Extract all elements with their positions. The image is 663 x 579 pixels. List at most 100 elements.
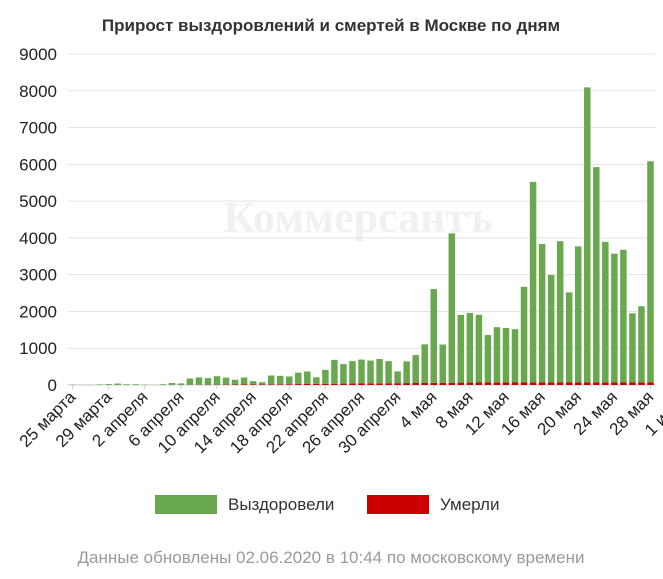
bar-recovered: [593, 167, 600, 383]
bar-recovered: [647, 161, 654, 383]
y-tick-label: 2000: [19, 302, 57, 321]
bar-died: [240, 384, 248, 385]
bar-died: [620, 382, 627, 385]
bar-died: [502, 382, 510, 385]
bar-died: [529, 382, 537, 385]
bar-recovered: [574, 246, 582, 383]
y-tick-label: 7000: [19, 119, 57, 138]
bar-recovered: [638, 306, 645, 383]
bar-died: [520, 382, 528, 385]
bar-recovered: [403, 361, 410, 384]
x-tick-label: 4 мая: [396, 387, 441, 432]
bar-recovered: [96, 384, 103, 385]
bar-died: [466, 382, 474, 385]
bar-died: [538, 382, 546, 385]
bars: [69, 87, 654, 385]
bar-recovered: [457, 314, 465, 383]
bar-died: [276, 384, 284, 385]
bar-recovered: [376, 359, 383, 384]
bar-recovered: [565, 292, 573, 383]
bar-recovered: [159, 384, 167, 385]
bar-died: [385, 383, 392, 385]
bar-died: [511, 382, 519, 385]
bar-recovered: [529, 181, 537, 383]
bar-died: [574, 382, 582, 385]
gridlines: [68, 53, 655, 386]
bar-recovered: [502, 327, 510, 383]
bar-recovered: [412, 355, 419, 384]
bar-died: [313, 383, 320, 385]
bar-died: [258, 384, 266, 385]
bar-recovered: [231, 379, 239, 385]
bar-recovered: [520, 286, 528, 383]
bar-recovered: [132, 384, 139, 385]
y-tick-label: 9000: [19, 45, 57, 64]
bar-died: [304, 383, 311, 385]
bar-died: [367, 383, 374, 385]
bar-recovered: [313, 377, 320, 384]
bar-recovered: [466, 313, 474, 383]
bar-recovered: [511, 329, 519, 383]
bar-recovered: [286, 376, 293, 385]
bar-died: [565, 382, 573, 385]
bar-recovered: [475, 314, 483, 383]
bar-died: [340, 383, 347, 385]
bar-died: [457, 382, 465, 385]
legend-swatch-died: [367, 495, 429, 514]
bar-died: [547, 382, 555, 385]
bar-recovered: [258, 382, 266, 385]
legend-label-died: Умерли: [440, 495, 499, 514]
bar-recovered: [611, 253, 618, 383]
bar-died: [349, 383, 356, 385]
bar-died: [629, 382, 636, 385]
bar-recovered: [430, 289, 437, 383]
bar-recovered: [114, 383, 121, 385]
bar-recovered: [584, 87, 591, 383]
bar-recovered: [394, 371, 401, 384]
bar-died: [448, 382, 456, 385]
bar-recovered: [213, 376, 221, 385]
y-tick-label: 3000: [19, 266, 57, 285]
bar-died: [331, 383, 338, 385]
bar-recovered: [538, 243, 546, 383]
bar-recovered: [295, 372, 302, 385]
bar-recovered: [385, 361, 392, 384]
bar-died: [421, 382, 428, 385]
bar-recovered: [105, 384, 112, 385]
bar-died: [602, 382, 609, 385]
y-axis: 0 1000 2000 3000 4000 5000 6000 7000 8000 9000: [19, 45, 57, 395]
bar-recovered: [358, 359, 365, 384]
bar-recovered: [195, 377, 203, 385]
bar-recovered: [240, 377, 248, 385]
bar-recovered: [123, 384, 130, 385]
bar-recovered: [222, 377, 230, 385]
bar-recovered: [448, 233, 456, 383]
bar-recovered: [276, 375, 284, 385]
y-tick-label: 5000: [19, 192, 57, 211]
legend: Выздоровели Умерли: [155, 495, 499, 514]
bar-died: [394, 383, 401, 385]
bar-died: [322, 383, 329, 385]
bar-died: [611, 382, 618, 385]
bar-died: [430, 382, 437, 385]
bar-recovered: [322, 369, 329, 384]
bar-recovered: [367, 360, 374, 384]
bar-died: [439, 382, 447, 385]
bar-recovered: [186, 378, 194, 385]
bar-recovered: [168, 383, 176, 385]
bar-recovered: [249, 381, 257, 385]
legend-swatch-recovered: [155, 495, 217, 514]
bar-recovered: [204, 378, 212, 385]
chart-title: Прирост выздоровлений и смертей в Москве…: [102, 16, 560, 35]
bar-recovered: [349, 361, 356, 384]
bar-died: [584, 382, 591, 385]
bar-recovered: [340, 364, 347, 384]
bar-died: [484, 382, 492, 385]
bar-died: [403, 383, 410, 385]
bar-died: [593, 382, 600, 385]
bar-died: [412, 383, 419, 385]
bar-recovered: [421, 344, 428, 383]
y-tick-label: 0: [48, 376, 57, 395]
